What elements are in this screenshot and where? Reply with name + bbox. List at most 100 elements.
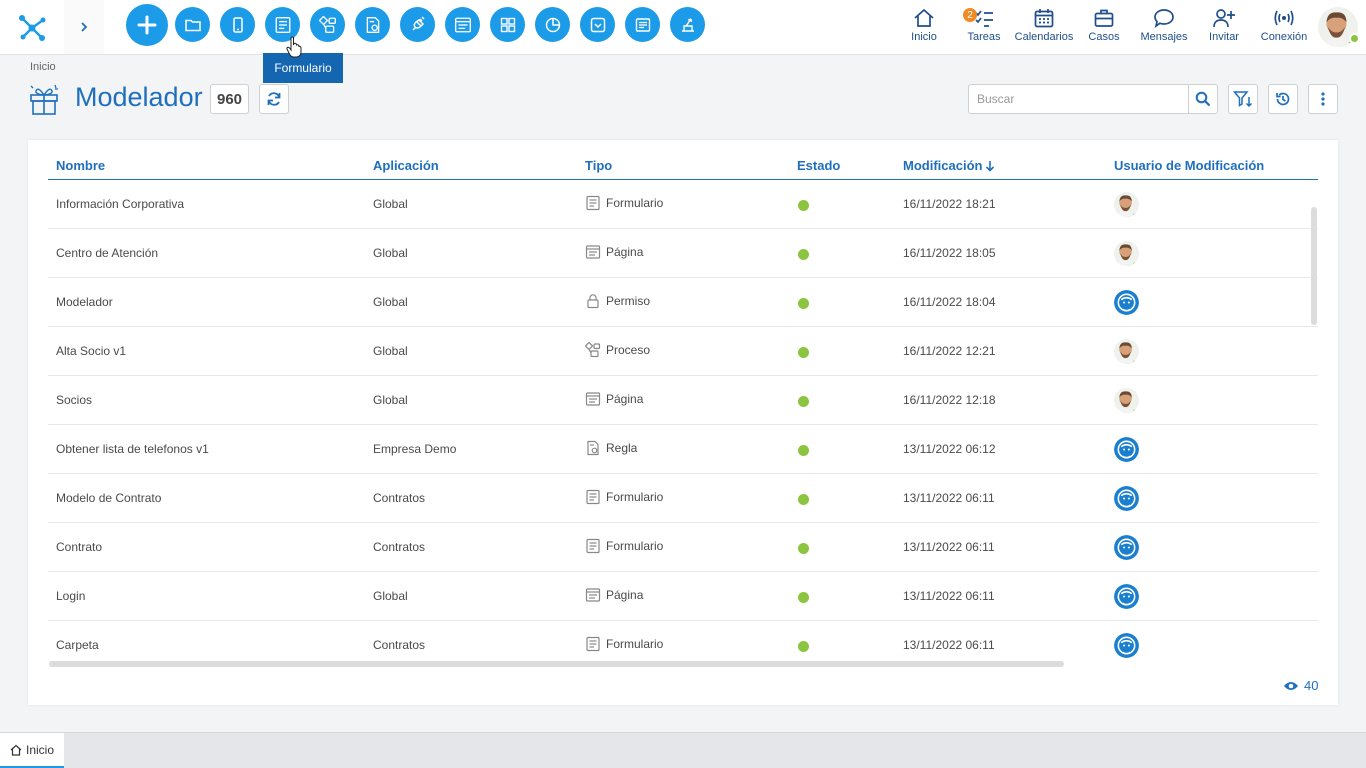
bottom-tab-bar: Inicio [0, 732, 1366, 768]
page-icon [454, 16, 472, 34]
deploy-button[interactable] [670, 7, 705, 42]
column-header-type[interactable]: Tipo [585, 158, 613, 173]
table-row[interactable]: Login Global Página 13/11/2022 06:11 [48, 572, 1318, 621]
search-button[interactable] [1188, 84, 1218, 114]
status-active-dot [798, 445, 809, 456]
search-input[interactable] [968, 84, 1189, 114]
user-avatar [1114, 241, 1139, 266]
default-user-icon [1114, 535, 1139, 560]
top-bar: Inicio 2 Tareas Calendarios Casos Mensaj… [0, 0, 1366, 55]
tab-home-label: Inicio [25, 742, 54, 757]
briefcase-icon [1094, 9, 1114, 27]
history-icon [1276, 92, 1290, 106]
plug-icon [411, 15, 425, 31]
default-user-icon [1114, 584, 1139, 609]
nav-cases-label: Casos [1088, 31, 1120, 43]
cell-type: Página [585, 391, 643, 407]
tasks-icon [975, 10, 993, 27]
more-options-button[interactable] [1308, 84, 1338, 114]
eye-icon [1284, 681, 1298, 690]
table-body: Información Corporativa Global Formulari… [48, 180, 1318, 670]
cell-modified: 16/11/2022 18:21 [903, 197, 996, 211]
nav-messages-label: Mensajes [1140, 31, 1188, 43]
nav-home[interactable]: Inicio [889, 8, 959, 43]
pie-chart-icon [545, 17, 560, 32]
cell-modified: 13/11/2022 06:11 [903, 638, 995, 652]
user-avatar [1114, 339, 1139, 364]
home-icon [10, 744, 22, 756]
filter-button[interactable] [1228, 84, 1258, 114]
dropdown-button[interactable] [580, 7, 615, 42]
cell-type: Formulario [585, 636, 663, 652]
nav-invite[interactable]: Invitar [1189, 8, 1259, 43]
column-header-application[interactable]: Aplicación [373, 158, 439, 173]
cell-type-label: Página [606, 588, 644, 602]
calendar-icon [1034, 9, 1054, 28]
breadcrumb[interactable]: Inicio [30, 61, 56, 73]
nav-connection-label: Conexión [1260, 31, 1308, 43]
table-row[interactable]: Contrato Contratos Formulario 13/11/2022… [48, 523, 1318, 572]
nav-cases[interactable]: Casos [1069, 8, 1139, 43]
form-icon [274, 16, 292, 34]
filter-sort-icon [1233, 91, 1253, 108]
cell-type-label: Regla [606, 441, 638, 455]
cell-name: Contrato [56, 540, 103, 554]
cell-name: Modelo de Contrato [56, 491, 162, 505]
tab-home[interactable]: Inicio [0, 733, 64, 768]
history-button[interactable] [1268, 84, 1298, 114]
page-button[interactable] [445, 7, 480, 42]
column-header-state[interactable]: Estado [797, 158, 841, 173]
cell-type: Permiso [585, 293, 650, 309]
app-logo[interactable] [0, 0, 64, 54]
nav-calendars[interactable]: Calendarios [1009, 8, 1079, 43]
cell-type-label: Formulario [606, 490, 664, 504]
form-icon [585, 538, 601, 554]
form-button[interactable] [265, 7, 300, 42]
horizontal-scrollbar[interactable] [49, 661, 1064, 667]
table-row[interactable]: Información Corporativa Global Formulari… [48, 180, 1318, 229]
broadcast-icon [1274, 10, 1294, 26]
user-photo-icon [1114, 388, 1139, 413]
table-row[interactable]: Modelador Global Permiso 16/11/2022 18:0… [48, 278, 1318, 327]
column-header-modified[interactable]: Modificación [903, 158, 995, 173]
add-button[interactable] [126, 4, 168, 46]
rule-icon [364, 16, 382, 34]
folder-button[interactable] [175, 7, 210, 42]
cell-application: Empresa Demo [373, 442, 457, 456]
table-row[interactable]: Obtener lista de telefonos v1 Empresa De… [48, 425, 1318, 474]
cell-name: Socios [56, 393, 93, 407]
nav-connection[interactable]: Conexión [1249, 8, 1319, 43]
table-row[interactable]: Carpeta Contratos Formulario 13/11/2022 … [48, 621, 1318, 670]
column-header-modified-label: Modificación [903, 158, 983, 173]
table-row[interactable]: Socios Global Página 16/11/2022 12:18 [48, 376, 1318, 425]
nav-tasks[interactable]: 2 Tareas [949, 8, 1019, 43]
column-header-user[interactable]: Usuario de Modificación [1114, 158, 1265, 173]
cell-type-label: Página [606, 392, 644, 406]
mobile-button[interactable] [220, 7, 255, 42]
refresh-button[interactable] [259, 84, 289, 114]
status-active-dot [798, 641, 809, 652]
connector-button[interactable] [400, 7, 435, 42]
tasks-badge: 2 [963, 8, 977, 22]
document-button[interactable] [625, 7, 660, 42]
rule-button[interactable] [355, 7, 390, 42]
cell-type: Página [585, 587, 643, 603]
cell-application: Contratos [373, 491, 426, 505]
nav-messages[interactable]: Mensajes [1129, 8, 1199, 43]
column-header-name[interactable]: Nombre [56, 158, 106, 173]
refresh-icon [267, 92, 281, 106]
expand-menu-button[interactable] [64, 0, 104, 54]
cell-type-label: Formulario [606, 196, 664, 210]
process-button[interactable] [310, 7, 345, 42]
user-avatar [1114, 535, 1139, 560]
logo-icon [19, 15, 46, 41]
chart-button[interactable] [535, 7, 570, 42]
form-icon [585, 636, 601, 652]
vertical-scrollbar[interactable] [1311, 207, 1317, 325]
table-row[interactable]: Modelo de Contrato Contratos Formulario … [48, 474, 1318, 523]
dashboard-button[interactable] [490, 7, 525, 42]
table-row[interactable]: Alta Socio v1 Global Proceso 16/11/2022 … [48, 327, 1318, 376]
nav-invite-label: Invitar [1209, 31, 1239, 43]
cell-application: Contratos [373, 540, 426, 554]
table-row[interactable]: Centro de Atención Global Página 16/11/2… [48, 229, 1318, 278]
